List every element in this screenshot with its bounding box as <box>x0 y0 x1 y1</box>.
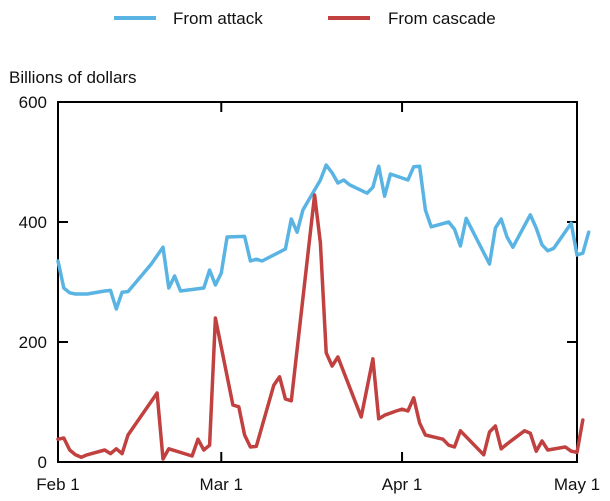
legend-label-from-attack: From attack <box>173 9 263 28</box>
x-tick-label: Mar 1 <box>200 475 243 494</box>
y-ticks: 0 200 400 600 <box>19 93 577 472</box>
y-tick-label: 200 <box>19 333 47 352</box>
series-line-from-attack <box>56 163 591 311</box>
series-layer <box>56 163 591 461</box>
series-line-from-cascade <box>56 193 585 461</box>
legend: From attack From cascade <box>114 9 496 28</box>
plot-frame <box>57 101 578 463</box>
y-tick-label: 0 <box>38 453 47 472</box>
y-axis-label: Billions of dollars <box>9 68 137 87</box>
x-tick-label: Apr 1 <box>382 475 423 494</box>
y-tick-label: 600 <box>19 93 47 112</box>
legend-label-from-cascade: From cascade <box>388 9 496 28</box>
x-ticks: Feb 1 Mar 1 Apr 1 May 1 <box>36 102 600 494</box>
x-tick-label: May 1 <box>554 475 600 494</box>
x-tick-label: Feb 1 <box>36 475 79 494</box>
y-tick-label: 400 <box>19 213 47 232</box>
